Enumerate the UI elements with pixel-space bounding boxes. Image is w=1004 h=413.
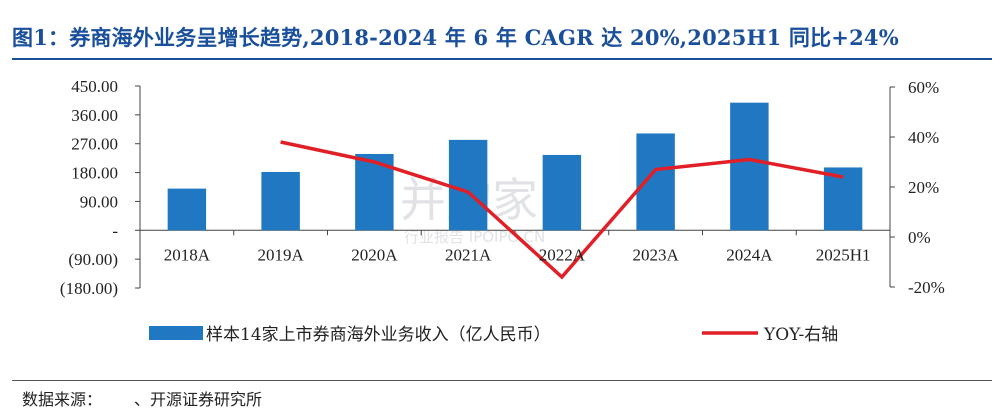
x-tick-label: 2018A xyxy=(164,245,211,264)
x-tick-label: 2019A xyxy=(257,245,304,264)
bar-2021A xyxy=(448,139,488,231)
right-tick-label: 0% xyxy=(908,228,931,247)
watermark-sub: 行业报告 IPOIPO.CN xyxy=(404,228,545,246)
left-tick-label: 450.00 xyxy=(71,77,118,96)
right-tick-label: 60% xyxy=(908,78,939,97)
left-tick-label: 270.00 xyxy=(71,135,118,154)
chart-title: 图1：券商海外业务呈增长趋势,2018-2024 年 6 年 CAGR 达 20… xyxy=(12,25,899,50)
legend-label-line: YOY-右轴 xyxy=(763,325,838,345)
left-tick-label: 90.00 xyxy=(80,192,118,211)
left-tick-label: (180.00) xyxy=(60,279,118,298)
left-tick-label: - xyxy=(112,221,118,240)
bar-2025H1 xyxy=(823,167,863,231)
left-tick-label: 360.00 xyxy=(71,106,118,125)
bar-2023A xyxy=(636,133,675,231)
x-tick-label: 2022A xyxy=(539,245,586,264)
x-tick-label: 2025H1 xyxy=(816,245,871,264)
left-tick-label: 180.00 xyxy=(71,164,118,183)
x-tick-label: 2024A xyxy=(726,245,773,264)
bar-2018A xyxy=(167,188,207,231)
source-value: 、开源证券研究所 xyxy=(134,390,263,409)
right-tick-label: -20% xyxy=(908,278,945,297)
bar-2019A xyxy=(261,171,300,231)
source-rule xyxy=(12,380,992,381)
x-tick-label: 2023A xyxy=(632,245,679,264)
left-tick-label: (90.00) xyxy=(68,250,118,269)
bar-2024A xyxy=(730,102,769,231)
x-tick-label: 2021A xyxy=(445,245,492,264)
right-tick-label: 40% xyxy=(908,128,939,147)
title-rule xyxy=(12,58,992,60)
right-tick-label: 20% xyxy=(908,178,939,197)
legend-swatch-bar xyxy=(149,326,203,340)
line-series xyxy=(280,140,844,280)
source-label: 数据来源： xyxy=(22,390,95,409)
source-note: 数据来源： 、开源证券研究所 xyxy=(22,386,262,410)
x-tick-label: 2020A xyxy=(351,245,398,264)
bar-series xyxy=(167,102,863,231)
bar-2022A xyxy=(542,154,582,231)
legend-label-bar: 样本14家上市券商海外业务收入（亿人民币） xyxy=(206,325,551,345)
tick-labels: 450.00 360.00 270.00 180.00 90.00 - (90.00) (18… xyxy=(60,77,945,298)
legend: 样本14家上市券商海外业务收入（亿人民币） YOY-右轴 xyxy=(149,325,838,345)
